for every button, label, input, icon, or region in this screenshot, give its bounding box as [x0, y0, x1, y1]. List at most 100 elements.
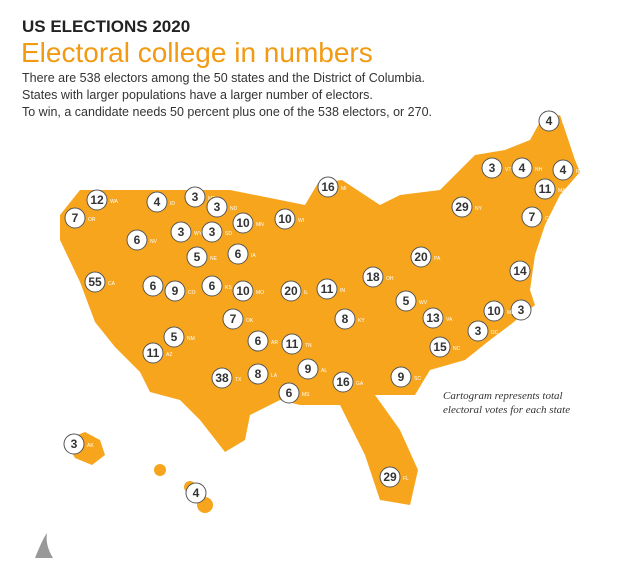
vote-badge [395, 290, 417, 312]
state-votes: 7 [529, 210, 536, 224]
state-votes: 38 [215, 371, 229, 385]
state: 3 ND [206, 196, 238, 218]
state-abbr: SD [225, 231, 232, 237]
state-votes: 3 [489, 161, 496, 175]
vote-badge [422, 307, 444, 329]
state-abbr: VT [505, 167, 511, 173]
state-abbr: WV [419, 300, 428, 306]
state-votes: 29 [455, 200, 469, 214]
state-abbr: TN [305, 343, 312, 349]
state: 4 RI [552, 159, 581, 181]
state-abbr: GA [356, 381, 364, 387]
state: 8 KY [334, 308, 365, 330]
state-votes: 3 [214, 200, 221, 214]
vote-badge [126, 229, 148, 251]
vote-badge [481, 157, 503, 179]
state-votes: 4 [154, 195, 161, 209]
vote-badge [170, 221, 192, 243]
vote-badge [86, 189, 108, 211]
state: 12 WA [86, 189, 119, 211]
state-abbr: MO [256, 290, 264, 296]
state-votes: 12 [90, 193, 104, 207]
state-votes: 6 [255, 334, 262, 348]
state-abbr: HI [209, 492, 214, 498]
state: 4 HI [185, 482, 214, 504]
state-abbr: NH [535, 167, 543, 173]
state-abbr: OH [386, 276, 394, 282]
state-votes: 10 [278, 212, 292, 226]
state-votes: 10 [236, 284, 250, 298]
state: 3 DC [467, 320, 499, 342]
state-abbr: OK [246, 318, 254, 324]
state-abbr: WA [110, 199, 119, 205]
state: 7 CT [521, 206, 552, 228]
vote-badge [390, 366, 412, 388]
vote-badge [186, 246, 208, 268]
state: 20 IL [280, 280, 308, 302]
state-votes: 7 [230, 312, 237, 326]
state-abbr: KY [358, 318, 365, 324]
state-abbr: OR [88, 217, 96, 223]
state-abbr: MI [341, 186, 347, 192]
state-votes: 5 [403, 294, 410, 308]
vote-badge [184, 186, 206, 208]
vote-badge [63, 433, 85, 455]
state: 5 NM [163, 326, 195, 348]
vote-badge [510, 299, 532, 321]
state: 6 AR [247, 330, 278, 352]
state: 8 LA [247, 363, 278, 385]
state-votes: 3 [209, 225, 216, 239]
state: 7 OR [64, 207, 96, 229]
state-abbr: ME [562, 120, 570, 126]
state-votes: 3 [178, 225, 185, 239]
vote-badge [185, 482, 207, 504]
state-votes: 6 [286, 386, 293, 400]
title: Electoral college in numbers [21, 37, 373, 68]
vote-badge [201, 275, 223, 297]
vote-badge [410, 246, 432, 268]
state-abbr: MA [558, 188, 566, 194]
state: 15 NC [429, 336, 461, 358]
state-abbr: IN [340, 288, 345, 294]
state: 16 MI [317, 176, 347, 198]
state-abbr: NY [475, 206, 483, 212]
state: 9 CO [164, 280, 196, 302]
vote-badge [274, 208, 296, 230]
state-votes: 4 [193, 486, 200, 500]
state-votes: 55 [88, 275, 102, 289]
state-abbr: SC [414, 376, 421, 382]
vote-badge [247, 330, 269, 352]
state: 5 NE [186, 246, 218, 268]
state: 18 OH [362, 266, 394, 288]
state-votes: 9 [398, 370, 405, 384]
vote-badge [247, 363, 269, 385]
caption-line: Cartogram represents total [443, 390, 563, 402]
state-votes: 6 [209, 279, 216, 293]
state: 5 WV [395, 290, 428, 312]
state: 3 AK [63, 433, 94, 455]
vote-badge [538, 110, 560, 132]
state-abbr: DE [534, 309, 542, 315]
state-votes: 20 [414, 250, 428, 264]
state-votes: 4 [546, 114, 553, 128]
vote-badge [146, 191, 168, 213]
state: 10 MO [232, 280, 264, 302]
state: 3 VT [481, 157, 511, 179]
state-votes: 20 [284, 284, 298, 298]
state: 6 NV [126, 229, 158, 251]
state: 20 PA [410, 246, 441, 268]
state-votes: 3 [71, 437, 78, 451]
state: 55 CA [84, 271, 116, 293]
state: 3 SD [201, 221, 232, 243]
state-abbr: ND [230, 206, 238, 212]
vote-badge [316, 278, 338, 300]
state: 11 MA [534, 178, 566, 200]
state-votes: 18 [366, 270, 380, 284]
state-abbr: KS [225, 285, 232, 291]
vote-badge [163, 326, 185, 348]
vote-badge [232, 280, 254, 302]
state-abbr: PA [434, 256, 441, 262]
state: 9 AL [297, 358, 327, 380]
state-abbr: MN [256, 222, 264, 228]
vote-badge [362, 266, 384, 288]
